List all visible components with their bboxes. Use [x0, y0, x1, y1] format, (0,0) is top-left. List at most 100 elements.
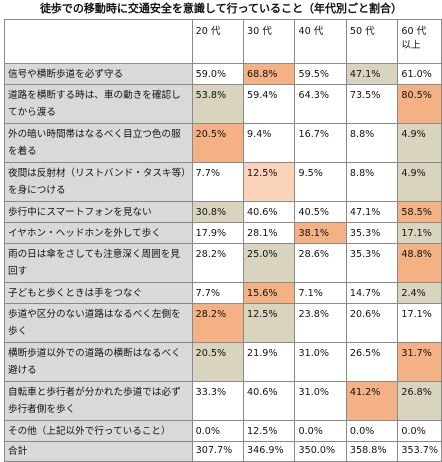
value-cell: 17.9% — [191, 222, 245, 244]
value-cell: 9.5% — [294, 162, 347, 202]
figure: 徒歩での移動時に交通安全を意識して行っていること（年代別ごと割合） 20 代 3… — [4, 2, 442, 462]
value-cell: 33.3% — [191, 381, 245, 421]
header-row: 20 代 30 代 40 代 50 代 60 代 以上 — [4, 19, 442, 64]
row-label: 雨の日は傘をさしても注意深く周囲を見回す — [4, 243, 193, 283]
total-cell: 350.0% — [294, 441, 347, 462]
row-label: 夜間は反射材（リストバンド・タスキ等）を身につける — [4, 162, 193, 202]
value-cell: 35.3% — [345, 243, 399, 283]
value-cell: 80.5% — [397, 84, 442, 124]
column-header: 40 代 — [294, 19, 347, 64]
total-row: 合計 307.7% 346.9% 350.0% 358.8% 353.7% — [4, 441, 442, 462]
total-cell: 353.7% — [397, 441, 442, 462]
value-cell: 28.6% — [294, 243, 347, 283]
value-cell: 73.5% — [345, 84, 399, 124]
row-label: その他（上記以外で行っていること） — [4, 420, 193, 442]
value-cell: 17.1% — [397, 222, 442, 244]
value-cell: 23.8% — [294, 303, 347, 343]
value-cell: 4.9% — [397, 123, 442, 163]
value-cell: 0.0% — [397, 420, 442, 442]
value-cell: 64.3% — [294, 84, 347, 124]
value-cell: 58.5% — [397, 201, 442, 223]
column-header: 20 代 — [191, 19, 245, 64]
value-cell: 0.0% — [294, 420, 347, 442]
row-label: イヤホン・ヘッドホンを外して歩く — [4, 222, 193, 244]
value-cell: 30.8% — [191, 201, 245, 223]
value-cell: 14.7% — [345, 282, 399, 304]
row-label: 信号や横断歩道を必ず守る — [4, 63, 193, 85]
table-row: 夜間は反射材（リストバンド・タスキ等）を身につける 7.7% 12.5% 9.5% 8.… — [4, 162, 442, 202]
value-cell: 53.8% — [191, 84, 245, 124]
table-row: その他（上記以外で行っていること） 0.0% 12.5% 0.0% 0.0% 0.0% — [4, 420, 442, 442]
table-row: 歩行中にスマートフォンを見ない 30.8% 40.6% 40.5% 47.1% 58.5% — [4, 201, 442, 223]
value-cell: 26.5% — [345, 342, 399, 382]
total-cell: 358.8% — [345, 441, 399, 462]
value-cell: 31.0% — [294, 342, 347, 382]
value-cell: 20.5% — [191, 342, 245, 382]
value-cell: 12.5% — [243, 162, 296, 202]
value-cell: 16.7% — [294, 123, 347, 163]
data-table: 20 代 30 代 40 代 50 代 60 代 以上 信号や横断歩道を必ず守る… — [4, 19, 442, 462]
value-cell: 40.5% — [294, 201, 347, 223]
value-cell: 25.0% — [243, 243, 296, 283]
value-cell: 20.5% — [191, 123, 245, 163]
total-label: 合計 — [4, 441, 193, 462]
value-cell: 31.7% — [397, 342, 442, 382]
value-cell: 4.9% — [397, 162, 442, 202]
value-cell: 8.8% — [345, 162, 399, 202]
table-title: 徒歩での移動時に交通安全を意識して行っていること（年代別ごと割合） — [39, 2, 403, 15]
value-cell: 59.5% — [294, 63, 347, 85]
table-row: イヤホン・ヘッドホンを外して歩く 17.9% 28.1% 38.1% 35.3% 17.1… — [4, 222, 442, 244]
header-corner — [4, 19, 193, 64]
value-cell: 61.0% — [397, 63, 442, 85]
value-cell: 8.8% — [345, 123, 399, 163]
value-cell: 68.8% — [243, 63, 296, 85]
value-cell: 47.1% — [345, 63, 399, 85]
table-row: 歩道や区分のない道路はなるべく左側を歩く 28.2% 12.5% 23.8% 20.6%… — [4, 303, 442, 343]
value-cell: 47.1% — [345, 201, 399, 223]
value-cell: 7.7% — [191, 282, 245, 304]
table-row: 横断歩道以外での道路の横断はなるべく避ける 20.5% 21.9% 31.0% 26.5… — [4, 342, 442, 382]
value-cell: 7.7% — [191, 162, 245, 202]
value-cell: 12.5% — [243, 420, 296, 442]
total-cell: 346.9% — [243, 441, 296, 462]
value-cell: 59.0% — [191, 63, 245, 85]
table-body: 信号や横断歩道を必ず守る 59.0% 68.8% 59.5% 47.1% 61.0% 道路を… — [4, 63, 442, 462]
row-label: 歩行中にスマートフォンを見ない — [4, 201, 193, 223]
value-cell: 48.8% — [397, 243, 442, 283]
value-cell: 7.1% — [294, 282, 347, 304]
value-cell: 28.2% — [191, 243, 245, 283]
table-row: 雨の日は傘をさしても注意深く周囲を見回す 28.2% 25.0% 28.6% 35.3%… — [4, 243, 442, 283]
value-cell: 0.0% — [345, 420, 399, 442]
row-label: 歩道や区分のない道路はなるべく左側を歩く — [4, 303, 193, 343]
value-cell: 40.6% — [243, 201, 296, 223]
table-row: 子どもと歩くときは手をつなぐ 7.7% 15.6% 7.1% 14.7% 2.4% — [4, 282, 442, 304]
column-header: 30 代 — [243, 19, 296, 64]
value-cell: 38.1% — [294, 222, 347, 244]
value-cell: 35.3% — [345, 222, 399, 244]
table-row: 自転車と歩行者が分かれた歩道では必ず歩行者側を歩く 33.3% 40.6% 31.0%… — [4, 381, 442, 421]
value-cell: 26.8% — [397, 381, 442, 421]
value-cell: 28.2% — [191, 303, 245, 343]
row-label: 横断歩道以外での道路の横断はなるべく避ける — [4, 342, 193, 382]
value-cell: 9.4% — [243, 123, 296, 163]
row-label: 子どもと歩くときは手をつなぐ — [4, 282, 193, 304]
total-cell: 307.7% — [191, 441, 245, 462]
value-cell: 40.6% — [243, 381, 296, 421]
table-row: 外の暗い時間帯はなるべく目立つ色の服を着る 20.5% 9.4% 16.7% 8.8% 4… — [4, 123, 442, 163]
row-label: 外の暗い時間帯はなるべく目立つ色の服を着る — [4, 123, 193, 163]
value-cell: 59.4% — [243, 84, 296, 124]
value-cell: 2.4% — [397, 282, 442, 304]
value-cell: 31.0% — [294, 381, 347, 421]
value-cell: 21.9% — [243, 342, 296, 382]
table-row: 道路を横断する時は、車の動きを確認してから渡る 53.8% 59.4% 64.3% 73… — [4, 84, 442, 124]
row-label: 道路を横断する時は、車の動きを確認してから渡る — [4, 84, 193, 124]
value-cell: 0.0% — [191, 420, 245, 442]
column-header: 60 代 以上 — [397, 19, 442, 64]
value-cell: 41.2% — [345, 381, 399, 421]
table-row: 信号や横断歩道を必ず守る 59.0% 68.8% 59.5% 47.1% 61.0% — [4, 63, 442, 85]
value-cell: 20.6% — [345, 303, 399, 343]
value-cell: 28.1% — [243, 222, 296, 244]
value-cell: 17.1% — [397, 303, 442, 343]
column-header: 50 代 — [345, 19, 399, 64]
value-cell: 12.5% — [243, 303, 296, 343]
